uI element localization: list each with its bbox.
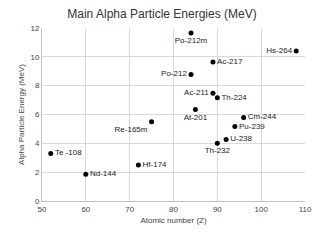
svg-text:10: 10 [30,53,39,62]
svg-text:2: 2 [35,168,40,177]
svg-text:12: 12 [30,24,39,33]
svg-text:100: 100 [254,205,268,214]
svg-text:0: 0 [35,197,40,206]
svg-text:4: 4 [35,139,40,148]
svg-text:Th-224: Th-224 [221,93,247,102]
svg-text:110: 110 [299,205,312,214]
svg-text:Th-232: Th-232 [205,146,231,155]
svg-text:Alpha Particle Energy (MeV): Alpha Particle Energy (MeV) [17,64,26,165]
svg-text:Te -108: Te -108 [55,148,82,157]
svg-text:Main Alpha Particle Energies (: Main Alpha Particle Energies (MeV) [67,7,256,21]
svg-text:U-238: U-238 [230,134,252,143]
svg-text:70: 70 [125,205,134,214]
svg-text:Ac-217: Ac-217 [217,57,243,66]
svg-text:8: 8 [35,81,40,90]
svg-text:Atomic number (Z): Atomic number (Z) [140,216,207,225]
svg-text:6: 6 [35,110,40,119]
svg-text:80: 80 [169,205,178,214]
svg-text:Po-212m: Po-212m [175,36,208,45]
svg-text:60: 60 [81,205,90,214]
svg-text:50: 50 [38,205,47,214]
svg-text:Nd-144: Nd-144 [90,169,117,178]
svg-text:Hf-174: Hf-174 [143,160,168,169]
svg-text:At-201: At-201 [184,113,208,122]
svg-text:Re-165m: Re-165m [115,125,148,134]
svg-text:90: 90 [213,205,222,214]
svg-text:Cm-244: Cm-244 [248,112,277,121]
svg-text:Hs-264: Hs-264 [266,46,292,55]
svg-text:Po-212: Po-212 [161,69,187,78]
svg-text:Pu-239: Pu-239 [239,122,265,131]
svg-text:Ac-211: Ac-211 [184,88,209,97]
